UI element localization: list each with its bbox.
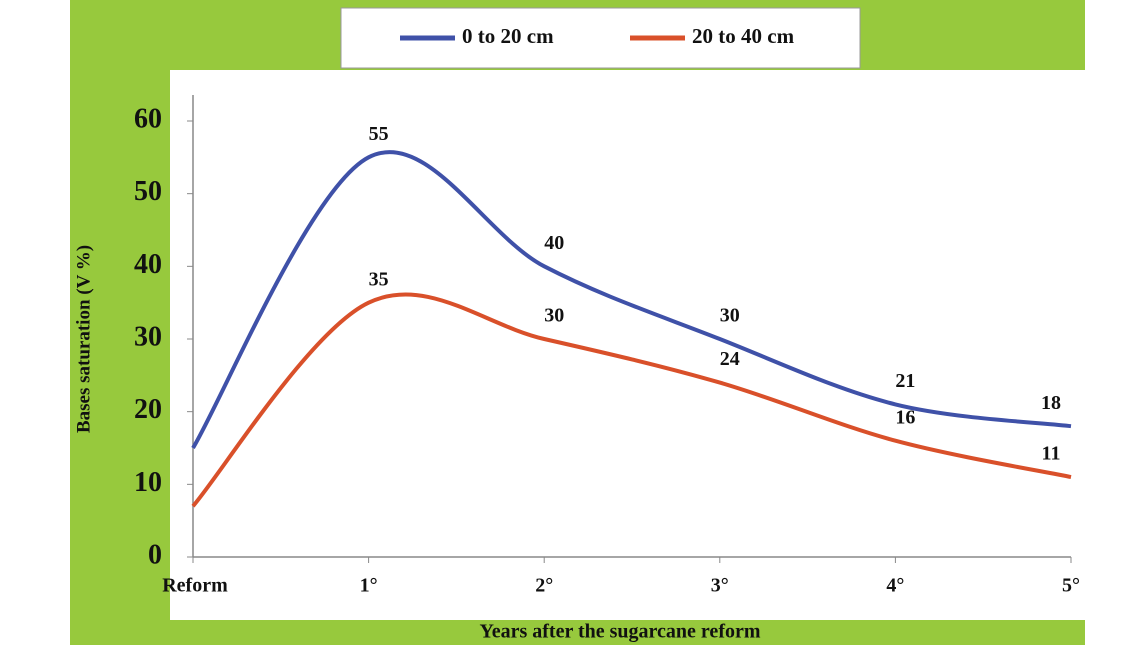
x-tick-label: 1° [360,575,378,597]
y-tick-label: 50 [134,176,162,207]
x-axis-label: Years after the sugarcane reform [479,621,760,643]
data-label: 55 [369,123,389,145]
legend-label: 0 to 20 cm [462,24,554,48]
data-label: 24 [720,348,740,370]
y-tick-label: 20 [134,394,162,425]
legend-label: 20 to 40 cm [692,24,795,48]
data-label: 30 [720,305,740,327]
x-tick-label: 5° [1062,575,1080,597]
x-tick-label: 2° [535,575,553,597]
y-tick-label: 60 [134,103,162,134]
line-series [191,292,1072,508]
x-tick-label: 4° [886,575,904,597]
y-tick-label: 10 [134,467,162,498]
x-tick-label: Reform [162,575,228,597]
plot-area [170,70,1085,620]
data-label: 18 [1041,392,1061,414]
data-label: 40 [544,232,564,254]
data-label: 21 [895,370,915,392]
y-axis-label: Bases saturation (V %) [73,245,94,433]
line-series [191,150,1072,450]
data-label: 30 [544,305,564,327]
y-tick-label: 0 [148,539,162,570]
data-label: 16 [895,406,915,428]
x-tick-label: 3° [711,575,729,597]
y-tick-label: 40 [134,249,162,280]
data-label: 35 [369,268,389,290]
data-label: 11 [1042,443,1061,465]
y-tick-label: 30 [134,321,162,352]
